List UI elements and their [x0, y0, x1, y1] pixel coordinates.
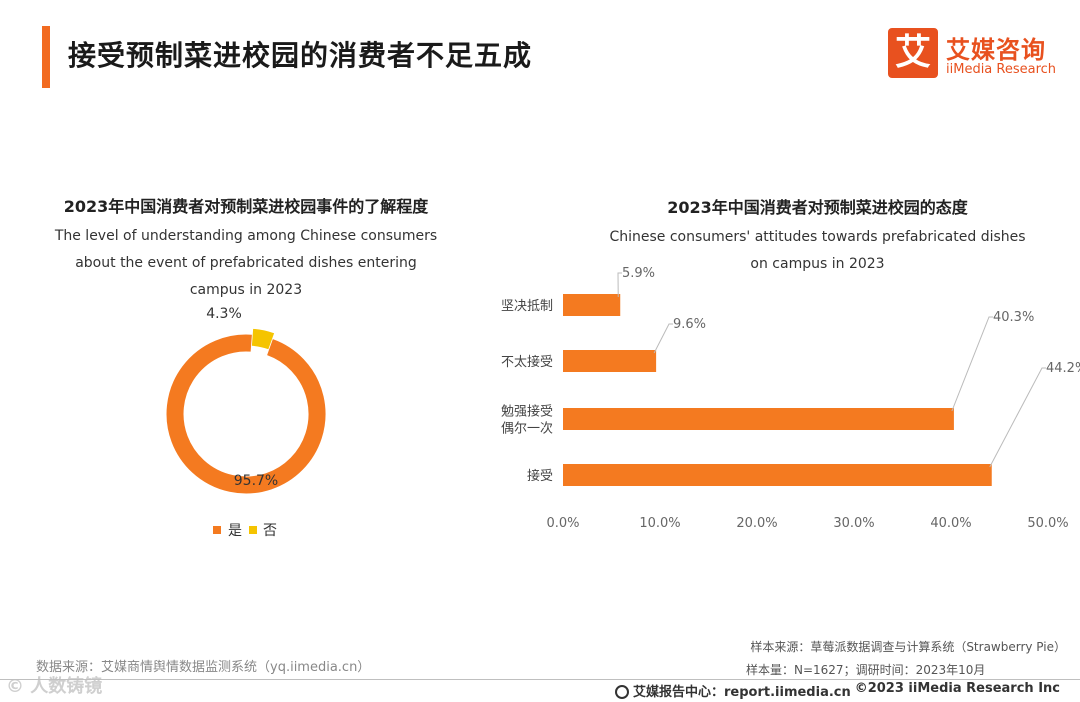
- x-tick-label: 40.0%: [930, 516, 971, 531]
- bar-value-label: 40.3%: [993, 310, 1034, 325]
- bar-2: [563, 350, 657, 372]
- bar-4: [563, 464, 992, 486]
- leader-line: [617, 272, 622, 298]
- donut-label-yes: 95.7%: [234, 473, 278, 489]
- donut-title-en-line2: about the event of prefabricated dishes …: [75, 255, 417, 271]
- donut-title-en-line1: The level of understanding among Chinese…: [54, 228, 438, 244]
- bar-value-label: 9.6%: [673, 317, 706, 332]
- category-label: 接受: [527, 468, 553, 484]
- category-label: 偶尔一次: [501, 421, 553, 437]
- leader-line: [951, 316, 993, 412]
- donut-label-no: 4.3%: [206, 306, 242, 322]
- donut-title-cn: 2023年中国消费者对预制菜进校园事件的了解程度: [63, 197, 429, 216]
- donut-title-en-line3: campus in 2023: [189, 282, 303, 298]
- title-accent-bar: [42, 26, 50, 88]
- legend-label-yes: 是: [228, 523, 242, 539]
- iimedia-logo: 艾 艾媒咨询 iiMedia Research: [888, 28, 1060, 82]
- category-label: 不太接受: [501, 354, 553, 370]
- footer-divider: [0, 679, 1080, 680]
- logo-text-cn: 艾媒咨询: [946, 36, 1046, 64]
- report-center-text: 艾媒报告中心：report.iimedia.cn: [633, 685, 851, 700]
- legend-swatch-no: [249, 526, 257, 534]
- globe-icon: [615, 685, 629, 699]
- x-tick-label: 50.0%: [1027, 516, 1068, 531]
- donut-chart-title: 2023年中国消费者对预制菜进校园事件的了解程度 The level of un…: [30, 193, 462, 304]
- data-source-note: 数据来源：艾媒商情舆情数据监测系统（yq.iimedia.cn）: [36, 660, 371, 675]
- bar-1: [563, 294, 621, 316]
- bar-3: [563, 408, 954, 430]
- report-center-link[interactable]: 艾媒报告中心：report.iimedia.cn: [615, 681, 851, 700]
- legend-swatch-yes: [213, 526, 221, 534]
- logo-text-en: iiMedia Research: [946, 62, 1057, 77]
- page-title: 接受预制菜进校园的消费者不足五成: [68, 39, 533, 72]
- x-tick-label: 0.0%: [546, 516, 579, 531]
- sample-size-note: 样本量：N=1627；调研时间：2023年10月: [746, 663, 986, 677]
- x-tick-label: 20.0%: [736, 516, 777, 531]
- bar-title-en-line2: on campus in 2023: [750, 256, 885, 272]
- leader-line: [989, 367, 1046, 468]
- bar-value-label: 5.9%: [622, 266, 655, 281]
- donut-slice-no-group: [251, 328, 275, 350]
- copyright-text: ©2023 iiMedia Research Inc: [854, 681, 1060, 696]
- watermark: © 人数铸镜: [6, 676, 103, 697]
- bar-title-cn: 2023年中国消费者对预制菜进校园的态度: [667, 198, 968, 217]
- category-label: 勉强接受: [501, 404, 553, 420]
- category-label: 坚决抵制: [501, 299, 553, 314]
- x-tick-label: 10.0%: [639, 516, 680, 531]
- legend-label-no: 否: [263, 523, 277, 539]
- sample-source-note: 样本来源：草莓派数据调查与计算系统（Strawberry Pie）: [750, 640, 1066, 654]
- donut-slice-yes: [166, 334, 326, 494]
- bar-value-label: 44.2%: [1046, 361, 1080, 376]
- logo-mark: 艾: [888, 28, 938, 78]
- donut-slice-no: [251, 328, 275, 350]
- bar-title-en-line1: Chinese consumers' attitudes towards pre…: [609, 229, 1026, 245]
- leader-line: [653, 323, 673, 354]
- bar-chart-title: 2023年中国消费者对预制菜进校园的态度 Chinese consumers' …: [560, 194, 1075, 278]
- x-tick-label: 30.0%: [833, 516, 874, 531]
